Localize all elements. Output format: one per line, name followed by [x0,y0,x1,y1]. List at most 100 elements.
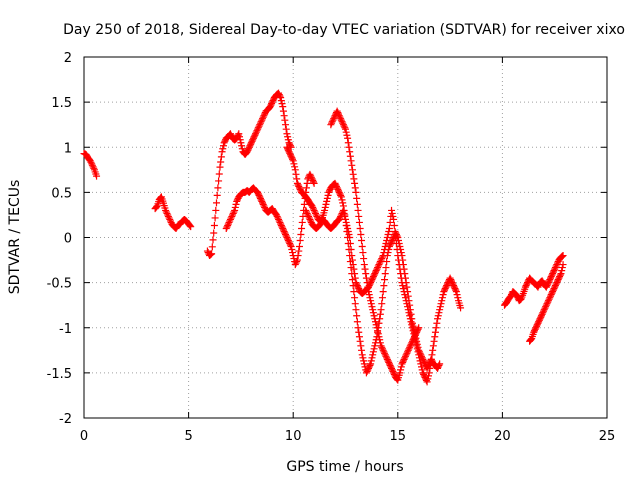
data-point-arc-7 [351,184,359,192]
data-point-arc-3 [210,229,218,237]
data-point-arc-3 [221,137,229,145]
data-point-arc-7 [381,351,389,359]
data-point-arc-3 [238,145,246,153]
data-point-arc-5 [324,191,332,199]
data-point-arc-5 [397,249,405,257]
data-point-arc-6 [382,240,390,248]
data-point-arc-7 [363,279,371,287]
data-point-arc-7 [387,363,395,371]
data-point-arc-7 [384,357,392,365]
data-point-arc-5 [365,363,373,371]
data-point-arc-6 [452,288,460,296]
data-point-arc-5 [360,360,368,368]
data-point-arc-8 [553,261,561,269]
data-point-arc-3 [243,148,251,156]
data-point-arc-8 [544,280,552,288]
data-point-arc-5 [358,351,366,359]
data-point-arc-9 [533,321,541,329]
data-point-arc-6 [402,297,410,305]
data-point-arc-6 [451,285,459,293]
data-point-arc-5 [392,230,400,238]
data-point-arc-6 [424,375,432,383]
data-point-arc-7 [344,134,352,142]
data-point-arc-4 [309,176,317,184]
y-tick-label: -1.5 [47,367,72,382]
data-point-arc-5 [292,170,300,178]
data-point-arc-9 [539,309,547,317]
data-point-arc-6 [394,256,402,264]
data-point-arc-6 [424,372,432,380]
data-point-arc-7 [400,355,408,363]
data-point-arc-3 [259,113,267,121]
data-point-arc-5 [369,351,377,359]
data-point-arc-7 [383,355,391,363]
data-point-arc-3 [237,139,245,147]
data-point-arc-6 [439,291,447,299]
data-point-arc-3 [255,122,263,130]
data-point-arc-9 [544,297,552,305]
data-point-arc-7 [356,224,364,232]
data-point-arc-6 [400,288,408,296]
data-point-arc-6 [447,276,455,284]
data-point-arc-6 [403,300,411,308]
data-point-arc-9 [553,277,561,285]
data-point-arc-4 [279,224,287,232]
data-point-arc-3 [220,139,228,147]
data-point-arc-7 [415,324,423,332]
data-point-arc-9 [537,312,545,320]
data-point-arc-8 [550,267,558,275]
data-point-arc-6 [306,215,314,223]
data-point-arc-5 [337,193,345,201]
data-point-arc-7 [336,113,344,121]
y-tick-label: -2 [59,412,72,427]
data-point-arc-6 [434,312,442,320]
data-point-arc-6 [432,324,440,332]
data-point-arc-2 [166,217,174,225]
data-point-arc-6 [381,246,389,254]
data-point-arc-7 [388,364,396,372]
data-point-arc-3 [267,101,275,109]
data-point-arc-9 [549,288,557,296]
data-point-arc-5 [288,154,296,162]
data-point-arc-3 [279,107,287,115]
data-point-arc-4 [277,220,285,228]
data-point-arc-6 [305,212,313,220]
data-point-arc-7 [329,116,337,124]
data-point-arc-6 [376,259,384,267]
data-point-arc-3 [206,251,214,259]
data-point-arc-7 [328,119,336,127]
data-point-arc-5 [321,206,329,214]
data-point-arc-6 [339,208,347,216]
data-point-arc-6 [429,342,437,350]
data-point-arc-5 [291,166,299,174]
data-point-arc-7 [360,255,368,263]
data-point-arc-4 [278,223,286,231]
data-point-arc-6 [392,240,400,248]
data-point-arc-4 [289,249,297,257]
data-point-arc-6 [406,315,414,323]
data-point-arc-3 [236,133,244,141]
data-point-arc-5 [360,357,368,365]
data-point-arc-7 [341,124,349,132]
data-point-arc-5 [358,346,366,354]
data-point-arc-5 [337,191,345,199]
data-point-arc-6 [427,355,435,363]
data-point-arc-3 [282,125,290,133]
data-point-arc-7 [342,128,350,136]
data-point-arc-6 [454,294,462,302]
data-point-arc-3 [257,118,265,126]
data-point-arc-6 [392,234,400,241]
data-point-arc-6 [396,265,404,273]
data-point-arc-4 [286,240,294,248]
data-point-arc-5 [291,163,299,171]
data-point-arc-6 [348,256,356,264]
data-point-arc-6 [344,224,352,232]
data-point-arc-4 [257,196,265,204]
data-point-arc-5 [289,155,297,163]
data-point-arc-4 [230,208,238,216]
data-point-arc-9 [536,315,544,323]
data-point-arc-8 [551,265,559,273]
data-point-arc-6 [433,319,441,327]
data-point-arc-4 [231,206,239,214]
data-point-arc-6 [453,291,461,299]
